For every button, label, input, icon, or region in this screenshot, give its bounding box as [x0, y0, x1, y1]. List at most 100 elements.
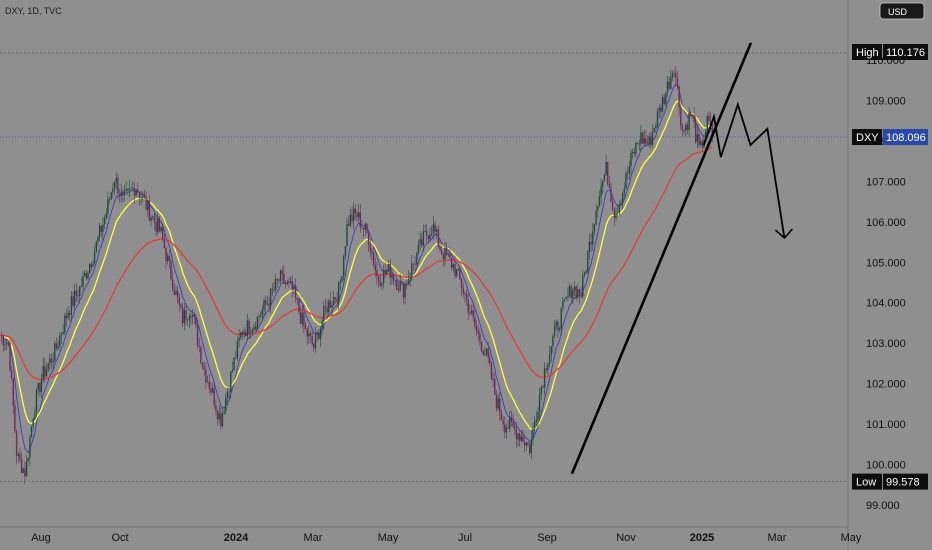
candle-body: [494, 379, 496, 395]
candle-body: [419, 239, 421, 245]
candle-body: [663, 97, 665, 104]
candle-body: [618, 203, 620, 213]
candle-body: [284, 283, 287, 285]
candle-body: [555, 321, 557, 326]
current-tag-label-box: [852, 129, 882, 146]
candle-body: [314, 334, 317, 349]
price-tick-label: 101.000: [866, 419, 906, 431]
candle-body: [80, 286, 83, 288]
candle-body: [69, 313, 71, 315]
candle-body: [102, 224, 104, 232]
candle-body: [407, 279, 410, 285]
candle-body: [411, 263, 413, 277]
candle-body: [296, 297, 298, 300]
candle-body: [9, 342, 11, 371]
candle-body: [115, 177, 117, 183]
candle-body: [550, 346, 552, 355]
candle-body: [87, 272, 89, 279]
candle-body: [610, 187, 612, 202]
symbol-label: DXY, 1D, TVC: [5, 6, 62, 16]
candle-body: [49, 358, 51, 364]
candle-body: [349, 214, 351, 226]
candle-body: [402, 282, 405, 298]
candle-body: [467, 299, 469, 313]
candle-body: [452, 264, 454, 268]
candle-body: [492, 378, 494, 380]
candle-body: [612, 201, 614, 210]
candle-body: [268, 303, 270, 307]
candle-body: [535, 419, 537, 422]
candle-body: [309, 333, 312, 336]
candle-body: [540, 387, 542, 395]
candle-body: [113, 182, 116, 189]
time-tick-label: Jul: [458, 532, 472, 544]
candle-body: [362, 227, 365, 230]
candle-body: [700, 141, 702, 145]
candle-body: [62, 332, 64, 335]
candle-body: [274, 279, 277, 290]
candle-body: [489, 357, 491, 363]
candle-body: [673, 73, 675, 74]
candle-body: [416, 252, 418, 265]
candle-body: [203, 366, 205, 370]
candle-body: [331, 305, 333, 308]
candle-body: [396, 280, 398, 290]
candle-body: [638, 143, 640, 145]
candle-body: [600, 186, 602, 197]
candle-body: [303, 312, 305, 326]
candle-body: [567, 296, 569, 297]
candle-body: [200, 347, 202, 364]
currency-button[interactable]: USD: [879, 2, 925, 20]
time-axis[interactable]: Aug Oct 2024 Mar May Jul Sep Nov 2025 Mar May: [31, 532, 862, 544]
candle-body: [271, 288, 273, 290]
candle-body: [661, 97, 664, 112]
candle-body: [527, 442, 529, 445]
candle-body: [162, 227, 164, 239]
candle-body: [482, 351, 484, 355]
candle-body: [213, 388, 215, 406]
candle-body: [409, 276, 411, 279]
candle-body: [175, 291, 177, 295]
candle-body: [273, 289, 275, 291]
candle-body: [580, 295, 582, 297]
candle-body: [122, 191, 124, 195]
candle-body: [130, 188, 132, 190]
high-tag-value-box: [883, 44, 928, 60]
candle-body: [107, 199, 109, 214]
candle-body: [446, 247, 448, 256]
candle-body: [469, 312, 471, 314]
moving-average-2: [0, 100, 713, 430]
candle-body: [148, 200, 151, 221]
candle-body: [414, 263, 416, 265]
candle-body: [269, 288, 272, 306]
candle-body: [206, 381, 209, 383]
candle-body: [42, 365, 44, 380]
candle-body: [534, 421, 536, 429]
candle-body: [55, 343, 58, 349]
candle-body: [142, 195, 144, 198]
candle-body: [118, 193, 121, 196]
candle-body: [548, 354, 551, 364]
candle-body: [193, 314, 195, 318]
candle-body: [367, 233, 370, 246]
candle-body: [35, 390, 38, 413]
candle-body: [529, 444, 531, 454]
candle-body: [143, 195, 146, 198]
time-tick-label: Nov: [616, 532, 636, 544]
candle-body: [643, 138, 645, 144]
moving-averages: [0, 83, 713, 454]
candle-body: [112, 188, 114, 193]
candle-body: [294, 285, 297, 298]
candle-body: [474, 317, 476, 327]
candle-body: [690, 112, 692, 115]
candle-body: [590, 241, 592, 245]
candle-body: [50, 358, 53, 363]
candle-body: [59, 335, 61, 347]
current-tag-value-box: [883, 129, 928, 146]
candle-body: [485, 348, 488, 355]
candle-body: [135, 189, 137, 196]
price-tick-label: 109.000: [866, 96, 906, 108]
candle-body: [47, 363, 49, 370]
